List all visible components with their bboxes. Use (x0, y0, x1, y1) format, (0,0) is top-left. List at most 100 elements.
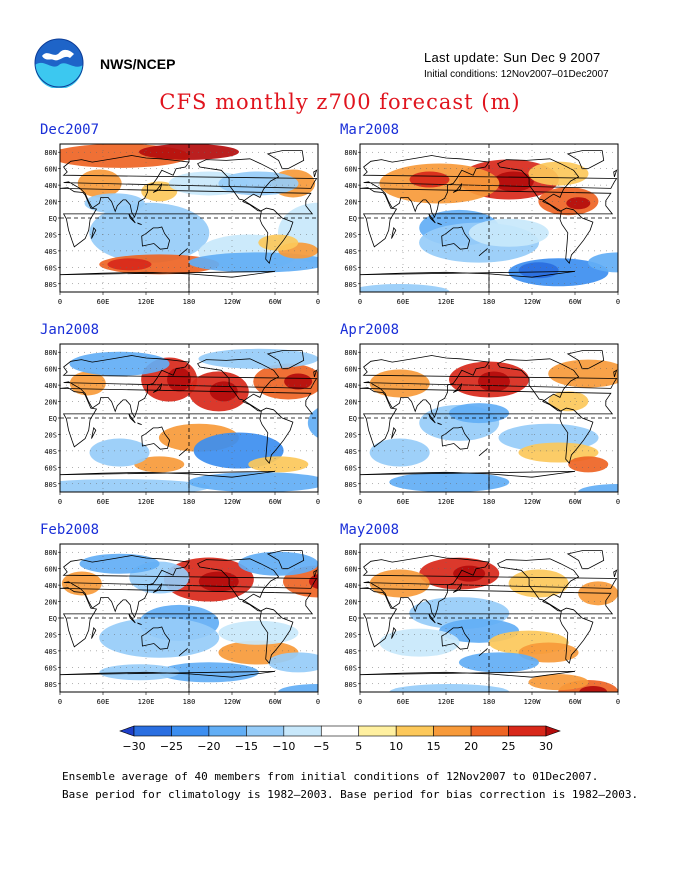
anomaly-region (218, 620, 299, 645)
lat-tick-label: 60S (344, 264, 357, 272)
colorbar-label: −30 (122, 740, 145, 753)
colorbar-swatch (508, 725, 547, 737)
coastline (178, 448, 188, 457)
coastline (452, 383, 463, 393)
panel-title: Apr2008 (340, 322, 400, 338)
coastline (362, 355, 618, 419)
coastline (91, 427, 97, 439)
lon-tick-label: 180 (183, 698, 196, 706)
lat-tick-label: 20N (344, 199, 357, 207)
colorbar-swatch (246, 725, 285, 737)
colorbar-swatch (208, 725, 247, 737)
coastline (613, 569, 618, 578)
coastline (362, 555, 618, 619)
anomaly-region (579, 686, 608, 692)
anomaly-region (268, 652, 318, 673)
lat-tick-label: 60N (44, 366, 57, 374)
lat-tick-label: 80S (344, 681, 357, 689)
coastline (178, 248, 188, 257)
lat-tick-label: 40S (44, 248, 57, 256)
lon-tick-label: 0 (358, 298, 362, 306)
last-update: Last update: Sun Dec 9 2007 (424, 50, 601, 65)
colorbar-label: −20 (197, 740, 220, 753)
coastline (313, 369, 318, 378)
anomaly-region (107, 258, 152, 271)
lat-tick-label: 40S (344, 648, 357, 656)
coastline (266, 350, 305, 370)
lon-tick-label: 120E (438, 498, 455, 506)
coastline (613, 169, 618, 178)
lat-tick-label: EQ (49, 615, 57, 623)
anomaly-region (477, 371, 510, 392)
lon-tick-label: 60W (269, 298, 282, 306)
lon-tick-label: 180 (483, 498, 496, 506)
anomaly-region (528, 674, 589, 691)
anomaly-region (278, 684, 318, 692)
lat-tick-label: EQ (49, 415, 57, 423)
coastline (478, 248, 488, 257)
anomaly-map: 80N 60N 40N 20N EQ 20S 40S 60S 80S 0 60E 120E 180 120… (44, 343, 320, 506)
anomaly-region (89, 438, 150, 467)
coastline (391, 227, 397, 239)
lat-tick-label: 40S (344, 448, 357, 456)
lon-tick-label: 120W (224, 498, 242, 506)
coastline (391, 427, 397, 439)
anomaly-region (198, 348, 318, 369)
coastline (360, 587, 614, 648)
coastline (360, 387, 614, 448)
lon-tick-label: 60W (569, 298, 582, 306)
coastline (613, 369, 618, 378)
lon-tick-label: 60E (397, 498, 410, 506)
lat-tick-label: 20S (344, 631, 357, 639)
lon-tick-label: 120E (438, 698, 455, 706)
anomaly-map: 80N 60N 40N 20N EQ 20S 40S 60S 80S 0 60E 120E 180 120… (44, 143, 320, 306)
colorbar-label: −15 (235, 740, 258, 753)
coastline (152, 183, 163, 193)
anomaly-region (389, 684, 510, 692)
footer-note-ensemble: Ensemble average of 40 members from init… (62, 770, 599, 783)
coastline (141, 226, 171, 250)
coastline (60, 187, 314, 248)
coastline (137, 222, 142, 225)
lat-tick-label: EQ (349, 215, 357, 223)
lat-tick-label: EQ (349, 615, 357, 623)
lon-tick-label: 0 (616, 298, 620, 306)
anomaly-region (188, 472, 318, 492)
coastline (197, 358, 280, 412)
lon-tick-label: 60E (397, 698, 410, 706)
lon-tick-label: 0 (316, 298, 320, 306)
anomaly-region (79, 553, 160, 574)
anomaly-region (360, 284, 450, 292)
coastline (141, 426, 171, 450)
colorbar-swatch (433, 725, 472, 737)
lat-tick-label: 20S (344, 231, 357, 239)
lon-tick-label: 60E (97, 498, 110, 506)
lat-tick-label: 80S (44, 481, 57, 489)
colorbar-swatch (133, 725, 172, 737)
anomaly-region (307, 407, 318, 438)
coastline (91, 627, 97, 639)
coastline (437, 422, 442, 425)
anomaly-map: 80N 60N 40N 20N EQ 20S 40S 60S 80S 0 60E 120E 180 120… (44, 543, 320, 706)
lon-tick-label: 120W (524, 498, 542, 506)
page-title: CFS monthly z700 forecast (m) (159, 90, 521, 114)
anomaly-region (248, 456, 309, 473)
coastline (452, 583, 463, 593)
lat-tick-label: 80N (344, 149, 357, 157)
colorbar-swatch (171, 725, 210, 737)
anomaly-region (284, 373, 313, 390)
lon-tick-label: 120E (138, 698, 155, 706)
lat-tick-label: 20S (44, 431, 57, 439)
lon-tick-label: 120E (138, 498, 155, 506)
coastline (62, 555, 318, 619)
lon-tick-label: 120E (138, 298, 155, 306)
anomaly-region (99, 617, 220, 658)
initial-conditions: Initial conditions: 12Nov2007–01Dec2007 (424, 69, 609, 80)
colorbar-arrow-low (119, 725, 135, 737)
anomaly-region (89, 202, 210, 263)
lat-tick-label: 20N (44, 199, 57, 207)
colorbar-label: 20 (464, 740, 478, 753)
anomaly-region (141, 181, 178, 202)
colorbar: −30 −25 −20 −15 −10 −5 5 10 15 20 25 30 (119, 725, 561, 753)
anomaly-region (308, 574, 318, 589)
